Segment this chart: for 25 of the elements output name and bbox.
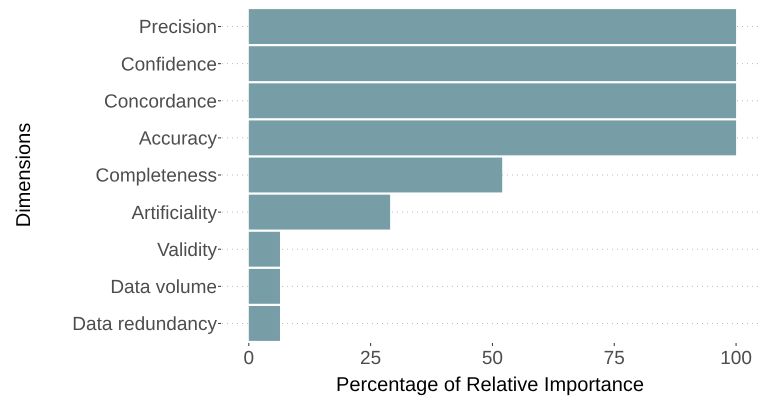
bar: [248, 46, 736, 82]
x-tick-label: 50: [482, 348, 504, 369]
x-tick-label: 100: [720, 348, 752, 369]
y-axis-title: Dimensions: [13, 122, 35, 228]
bar: [248, 83, 736, 118]
x-tick-label: 0: [244, 348, 254, 369]
bar: [248, 9, 736, 44]
bar: [248, 306, 280, 341]
y-tick-label: Data redundancy: [72, 314, 218, 336]
y-tick-label: Precision: [138, 17, 217, 38]
bar: [248, 158, 502, 192]
x-tick-label: 25: [360, 348, 382, 369]
y-tick-label: Artificiality: [131, 202, 218, 224]
y-tick-label: Validity: [157, 240, 218, 261]
bar: [248, 268, 280, 304]
y-tick-label: Concordance: [104, 91, 217, 112]
y-tick-label: Data volume: [110, 276, 217, 298]
y-tick-label: Completeness: [96, 166, 217, 187]
y-tick-label: Accuracy: [138, 128, 218, 150]
bar: [248, 194, 390, 230]
x-tick-label: 75: [604, 348, 625, 369]
bar: [248, 232, 280, 267]
bar: [248, 120, 736, 156]
x-axis-title: Percentage of Relative Importance: [336, 374, 644, 396]
y-tick-label: Confidence: [120, 54, 217, 76]
